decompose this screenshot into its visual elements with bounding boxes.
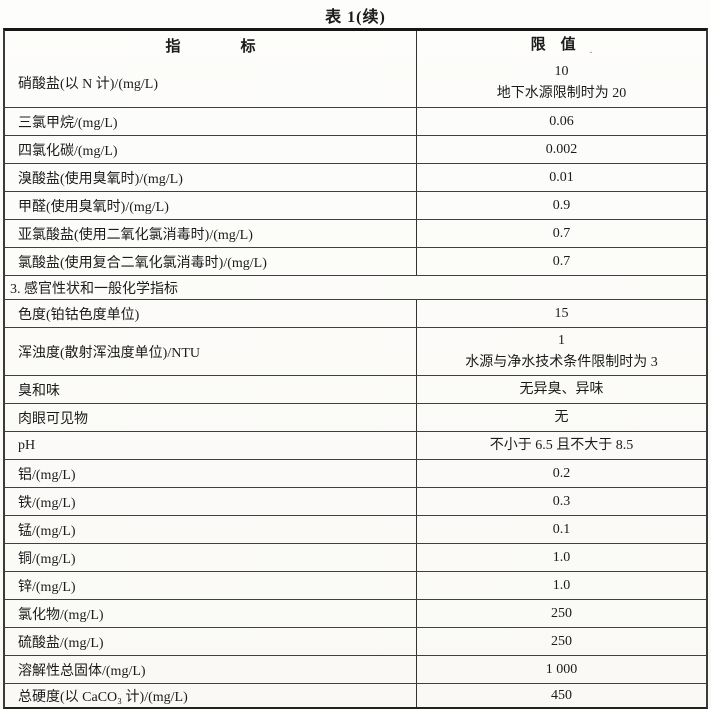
limit-value-line: 250 <box>551 633 572 649</box>
table-row: 锌/(mg/L) 1.0 <box>5 571 706 599</box>
limit-cell: 10 地下水源限制时为 20 <box>417 59 706 107</box>
limit-value-line: 0.2 <box>552 465 571 481</box>
table-header-row: 指 标 限 值 . <box>5 31 706 59</box>
table-body: 硝酸盐(以 N 计)/(mg/L) 10 地下水源限制时为 20 三氯甲烷/(mg/L… <box>5 59 706 707</box>
table-row: 硝酸盐(以 N 计)/(mg/L) 10 地下水源限制时为 20 <box>5 59 706 107</box>
limit-value-line: 0.3 <box>552 493 571 509</box>
limit-value-line: 0.9 <box>552 197 571 213</box>
table-title: 表 1(续) <box>325 9 386 26</box>
table-row: 亚氯酸盐(使用二氧化氯消毒时)/(mg/L) 0.7 <box>5 219 706 247</box>
indicator-cell: 氯化物/(mg/L) <box>5 600 417 627</box>
limit-value-line: 0.01 <box>549 169 574 185</box>
indicator-cell: 铁/(mg/L) <box>5 488 417 515</box>
section-row: 3. 感官性状和一般化学指标 <box>5 275 706 299</box>
scan-artifact-dot: . <box>589 44 593 56</box>
limit-value-line: 1 <box>558 332 565 348</box>
limit-value-line: 1.0 <box>552 577 571 593</box>
limit-cell: 250 <box>417 600 706 627</box>
table-row: 溶解性总固体/(mg/L) 1 000 <box>5 655 706 683</box>
limit-cell: 15 <box>417 300 706 327</box>
table-row: 总硬度(以 CaCO₃ 计)/(mg/L) 450 <box>5 683 706 707</box>
indicator-cell: 三氯甲烷/(mg/L) <box>5 108 417 135</box>
indicator-cell: 锌/(mg/L) <box>5 572 417 599</box>
limit-cell: 不小于 6.5 且不大于 8.5 <box>417 432 706 459</box>
table-row: 甲醛(使用臭氧时)/(mg/L) 0.9 <box>5 191 706 219</box>
limit-cell: 0.002 <box>417 136 706 163</box>
limit-value-line: 0.06 <box>549 113 574 129</box>
limit-value-line: 地下水源限制时为 20 <box>496 86 627 101</box>
indicator-cell: 肉眼可见物 <box>5 404 417 431</box>
indicator-cell: 铝/(mg/L) <box>5 460 417 487</box>
limit-value-line: 10 <box>554 64 569 79</box>
limit-value-line: 250 <box>551 605 572 621</box>
table-row: 铝/(mg/L) 0.2 <box>5 459 706 487</box>
limit-cell: 0.1 <box>417 516 706 543</box>
indicator-cell: 亚氯酸盐(使用二氧化氯消毒时)/(mg/L) <box>5 220 417 247</box>
indicator-cell: 甲醛(使用臭氧时)/(mg/L) <box>5 192 417 219</box>
section-label: 3. 感官性状和一般化学指标 <box>10 281 178 297</box>
limit-cell: 0.9 <box>417 192 706 219</box>
limit-cell: 无 <box>417 404 706 431</box>
table-row: 四氯化碳/(mg/L) 0.002 <box>5 135 706 163</box>
table-row: 氯化物/(mg/L) 250 <box>5 599 706 627</box>
table-row: 铁/(mg/L) 0.3 <box>5 487 706 515</box>
limit-value-line: 0.7 <box>552 225 571 241</box>
limit-value-line: 无 <box>554 409 569 425</box>
indicator-cell: 浑浊度(散射浑浊度单位)/NTU <box>5 328 417 375</box>
limit-value-line: 0.7 <box>552 253 571 269</box>
limit-cell: 1 000 <box>417 656 706 683</box>
limit-cell: 1.0 <box>417 572 706 599</box>
limit-value-line: 不小于 6.5 且不大于 8.5 <box>489 437 634 453</box>
table-row: 浑浊度(散射浑浊度单位)/NTU 1 水源与净水技术条件限制时为 3 <box>5 327 706 375</box>
limit-value-line: 450 <box>551 687 572 703</box>
table-row: 氯酸盐(使用复合二氧化氯消毒时)/(mg/L) 0.7 <box>5 247 706 275</box>
indicator-cell: 溴酸盐(使用臭氧时)/(mg/L) <box>5 164 417 191</box>
column-header-limit: 限 值 . <box>417 31 706 59</box>
limit-cell: 0.3 <box>417 488 706 515</box>
limit-value-line: 1.0 <box>552 549 571 565</box>
table-row: 三氯甲烷/(mg/L) 0.06 <box>5 107 706 135</box>
indicator-cell: 溶解性总固体/(mg/L) <box>5 656 417 683</box>
limit-value-line: 1 000 <box>545 661 578 677</box>
limit-cell: 无异臭、异味 <box>417 376 706 403</box>
table-row: 臭和味 无异臭、异味 <box>5 375 706 403</box>
indicator-cell: 总硬度(以 CaCO₃ 计)/(mg/L) <box>5 684 417 707</box>
indicator-cell: 铜/(mg/L) <box>5 544 417 571</box>
limit-cell: 0.06 <box>417 108 706 135</box>
limit-cell: 1 水源与净水技术条件限制时为 3 <box>417 328 706 375</box>
table-row: 肉眼可见物 无 <box>5 403 706 431</box>
limit-cell: 0.7 <box>417 220 706 247</box>
limit-cell: 1.0 <box>417 544 706 571</box>
column-header-indicator: 指 标 <box>5 31 417 59</box>
limit-value-line: 15 <box>554 305 569 321</box>
limit-cell: 250 <box>417 628 706 655</box>
limit-value-line: 0.1 <box>552 521 571 537</box>
indicator-cell: 硫酸盐/(mg/L) <box>5 628 417 655</box>
indicator-cell: pH <box>5 432 417 459</box>
table-row: 锰/(mg/L) 0.1 <box>5 515 706 543</box>
table-row: 溴酸盐(使用臭氧时)/(mg/L) 0.01 <box>5 163 706 191</box>
table-row: 色度(铂钴色度单位) 15 <box>5 299 706 327</box>
table-row: pH 不小于 6.5 且不大于 8.5 <box>5 431 706 459</box>
limit-value-line: 无异臭、异味 <box>519 381 604 397</box>
limit-cell: 0.01 <box>417 164 706 191</box>
column-header-limit-label: 限 值 <box>530 37 576 53</box>
limit-cell: 0.7 <box>417 248 706 275</box>
indicator-cell: 氯酸盐(使用复合二氧化氯消毒时)/(mg/L) <box>5 248 417 275</box>
limit-value-line: 0.002 <box>545 141 578 157</box>
limit-value-line: 水源与净水技术条件限制时为 3 <box>465 354 658 370</box>
indicator-cell: 四氯化碳/(mg/L) <box>5 136 417 163</box>
indicator-cell: 色度(铂钴色度单位) <box>5 300 417 327</box>
indicator-cell: 臭和味 <box>5 376 417 403</box>
limit-cell: 450 <box>417 684 706 707</box>
table-row: 铜/(mg/L) 1.0 <box>5 543 706 571</box>
indicator-cell: 硝酸盐(以 N 计)/(mg/L) <box>5 59 417 107</box>
standards-table: 指 标 限 值 . 硝酸盐(以 N 计)/(mg/L) 10 地下水源限制时为 20… <box>3 28 708 709</box>
indicator-cell: 锰/(mg/L) <box>5 516 417 543</box>
table-row: 硫酸盐/(mg/L) 250 <box>5 627 706 655</box>
limit-cell: 0.2 <box>417 460 706 487</box>
